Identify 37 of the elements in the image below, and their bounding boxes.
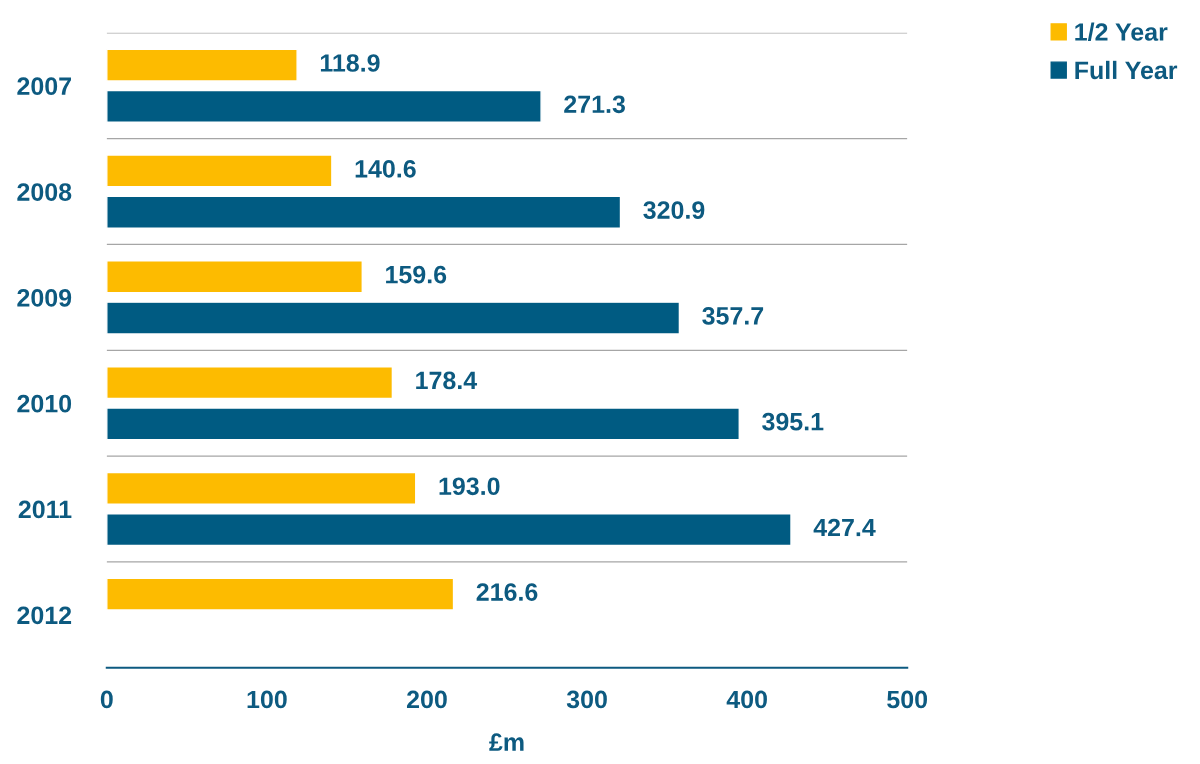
data-label: 159.6 <box>386 265 447 284</box>
y-tick-label: 2007 <box>17 77 71 96</box>
bar <box>106 89 542 123</box>
y-tick-label: 2008 <box>17 183 72 201</box>
data-label: 427.4 <box>813 518 876 537</box>
legend-label: Full Year <box>1075 60 1178 80</box>
bar <box>106 301 681 335</box>
bar <box>106 407 740 441</box>
bar <box>106 195 622 229</box>
bar <box>106 154 333 188</box>
x-tick-label: 500 <box>887 690 928 709</box>
bar <box>106 513 792 547</box>
x-axis-title: £m <box>489 733 524 751</box>
bar <box>106 471 417 505</box>
bar <box>106 48 298 82</box>
data-label: 357.7 <box>702 307 764 325</box>
y-tick-label: 2009 <box>17 288 72 307</box>
legend-label: 1/2 Year <box>1075 22 1168 42</box>
y-tick-label: 2010 <box>17 394 72 413</box>
data-label: 271.3 <box>564 95 625 114</box>
data-label: 395.1 <box>762 412 824 431</box>
x-tick-label: 300 <box>566 690 607 709</box>
bar <box>106 260 363 294</box>
y-tick-label: 2011 <box>18 500 72 519</box>
data-label: 178.4 <box>416 371 478 390</box>
data-label: 118.9 <box>320 54 380 72</box>
data-label: 140.6 <box>355 159 416 178</box>
x-tick-label: 0 <box>100 690 113 709</box>
y-tick-label: 2012 <box>17 606 72 625</box>
bar <box>106 366 394 400</box>
x-tick-label: 100 <box>247 690 287 709</box>
x-tick-label: 400 <box>726 690 767 709</box>
x-tick-label: 200 <box>406 690 447 709</box>
data-label: 320.9 <box>643 201 705 219</box>
data-label: 193.0 <box>439 477 500 496</box>
data-label: 216.6 <box>476 583 538 601</box>
bar <box>106 577 455 611</box>
